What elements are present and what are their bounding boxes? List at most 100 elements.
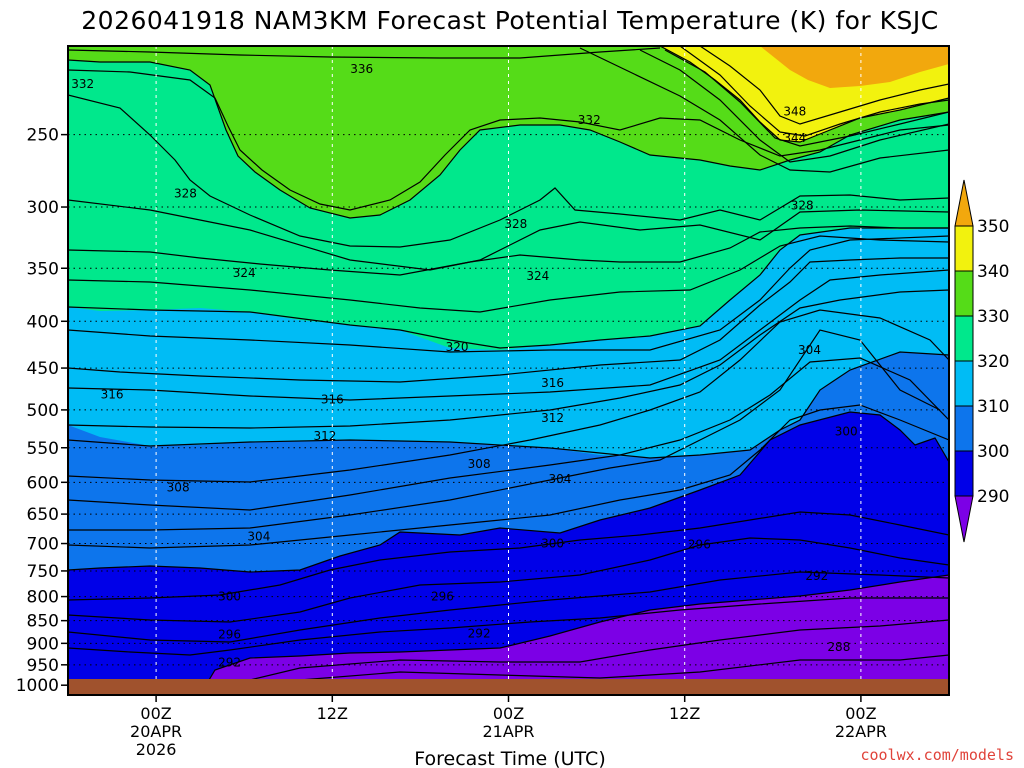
colorbar-label-290: 290 [977,487,1009,507]
contour-300 [68,411,949,573]
contour-lines [68,46,949,695]
contour-292 [68,597,949,656]
y-tick-label-1000: 1000 [16,676,59,696]
contour-336 [68,47,661,59]
contour-label-308-16: 308 [167,481,190,495]
ground [68,679,949,695]
x-tick-label-2-1: 21APR [482,722,534,741]
y-tick-label-400: 400 [27,312,59,332]
contour-344 [679,46,949,137]
chart-title: 2026041918 NAM3KM Forecast Potential Tem… [81,6,938,35]
contour-338 [639,49,949,163]
contour-label-292-27: 292 [218,656,241,670]
contour-label-316-11: 316 [101,388,124,402]
contour-318 [68,235,949,353]
contour-320 [68,227,949,349]
x-tick-label-0-1: 20APR [130,722,182,741]
colorbar-bin-300 [954,405,974,452]
contour-346 [699,46,949,125]
colorbar-label-310: 310 [977,397,1009,417]
contour-label-324-8: 324 [233,266,256,280]
y-tick-label-650: 650 [27,505,59,525]
contour-332 [68,69,949,211]
contour-label-324-9: 324 [526,269,549,283]
contour-302 [68,404,949,549]
colorbar-label-300: 300 [977,442,1009,462]
y-tick-label-450: 450 [27,359,59,379]
contour-label-304-19: 304 [548,472,571,486]
contour-306 [68,357,949,511]
colorbar-bin-320 [954,315,974,362]
contour-296 [68,537,949,623]
y-tick-label-900: 900 [27,634,59,654]
contour-label-328-6: 328 [504,217,527,231]
colorbar-bin-280 [954,495,974,543]
contour-label-316-12: 316 [321,392,344,406]
contour-label-304-18: 304 [247,530,270,544]
contour-label-288-30: 288 [827,640,850,654]
y-tick-label-350: 350 [27,259,59,279]
x-tick-label-2-0: 00Z [493,704,524,723]
y-tick-label-750: 750 [27,562,59,582]
contour-340 [659,46,949,143]
colorbar-bin-290 [954,450,974,497]
colorbar-bin-330 [954,270,974,317]
colorbar-bin-350 [954,179,974,227]
y-tick-label-950: 950 [27,656,59,676]
contour-326 [68,199,949,271]
contour-label-296-25: 296 [431,590,454,604]
y-axis: 2503003504004505005506006507007508008509… [16,126,68,696]
contour-label-320-10: 320 [446,340,469,354]
contour-310 [68,351,949,459]
contour-label-300-23: 300 [835,425,858,439]
contour-label-312-14: 312 [314,429,337,443]
x-tick-label-4-1: 22APR [835,722,887,741]
contour-label-296-26: 296 [688,538,711,552]
y-tick-label-550: 550 [27,439,59,459]
contour-label-316-13: 316 [541,376,564,390]
contour-label-336-0: 336 [350,62,373,76]
y-tick-label-600: 600 [27,473,59,493]
contour-304 [68,329,941,531]
contour-label-304-20: 304 [798,343,821,357]
contour-314 [68,269,949,401]
x-tick-label-0-0: 00Z [140,704,171,723]
contour-labels: 336 332 332 348 344 328 328 328 324 324 320 316 316 3… [71,62,857,670]
contour-label-296-24: 296 [218,627,241,641]
contour-308 [68,309,949,483]
contour-label-344-4: 344 [783,131,806,145]
credit-text: coolwx.com/models [860,746,1014,764]
contour-298 [68,511,949,601]
y-tick-label-500: 500 [27,401,59,421]
contour-322 [68,235,949,313]
contour-290 [68,574,949,695]
contour-330 [68,59,949,219]
contour-312 [68,289,949,429]
colorbar-label-330: 330 [977,307,1009,327]
contour-288 [249,619,949,681]
y-tick-label-700: 700 [27,535,59,555]
x-tick-label-4-0: 00Z [845,704,876,723]
colorbar-bin-310 [954,360,974,407]
y-tick-label-250: 250 [27,126,59,146]
y-tick-label-800: 800 [27,588,59,608]
contour-324 [68,225,949,276]
colorbar-bin-340 [954,225,974,272]
y-tick-label-850: 850 [27,612,59,632]
contour-294 [68,571,949,643]
x-tick-label-1-0: 12Z [317,704,348,723]
contour-label-312-15: 312 [541,411,564,425]
colorbar-label-350: 350 [977,217,1009,237]
x-axis-label: Forecast Time (UTC) [414,748,605,768]
contour-328 [68,94,949,248]
x-tick-label-3-0: 12Z [669,704,700,723]
contour-label-308-17: 308 [468,457,491,471]
band-350-360 [760,46,949,88]
contour-334 [579,47,949,173]
contour-label-300-22: 300 [541,537,564,551]
contour-316 [68,257,949,383]
contour-label-332-2: 332 [578,113,601,127]
x-tick-label-0-2: 2026 [136,740,177,759]
